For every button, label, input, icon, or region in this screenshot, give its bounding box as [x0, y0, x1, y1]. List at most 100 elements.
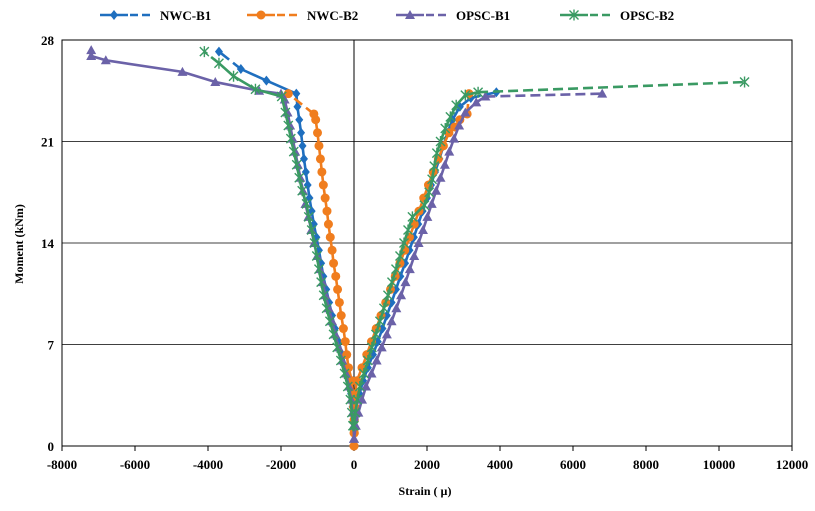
data-point-triangle — [396, 290, 407, 300]
data-point-star — [294, 172, 305, 184]
data-point-star — [301, 198, 312, 210]
data-point-triangle — [100, 55, 111, 65]
data-point-triangle — [386, 316, 397, 326]
data-point-triangle — [177, 66, 188, 76]
data-point-triangle — [449, 133, 460, 143]
y-tick-label: 14 — [41, 236, 55, 251]
data-point-diamond — [262, 75, 271, 86]
legend-label: NWC-B1 — [160, 8, 211, 23]
data-point-triangle — [376, 342, 387, 352]
data-point-star — [318, 289, 329, 301]
x-axis-title: Strain ( µ) — [399, 484, 452, 498]
data-point-star — [285, 133, 296, 145]
x-tick-label: 12000 — [776, 457, 809, 472]
data-point-star — [250, 83, 261, 95]
data-point-star — [316, 276, 327, 288]
series-line-dashed — [478, 80, 745, 94]
data-point-star — [339, 368, 350, 379]
data-point-circle — [349, 441, 359, 451]
data-point-star — [739, 76, 750, 88]
series-line-dashed — [218, 50, 242, 71]
y-tick-label: 28 — [41, 33, 55, 48]
data-point-star — [288, 146, 299, 158]
x-tick-label: 0 — [351, 457, 358, 472]
y-tick-label: 0 — [48, 439, 55, 454]
data-point-triangle — [471, 97, 482, 107]
data-point-triangle — [422, 211, 433, 221]
data-point-triangle — [381, 329, 392, 339]
data-point-circle — [309, 109, 319, 119]
data-point-star — [328, 328, 339, 340]
data-point-circle — [336, 311, 346, 320]
x-tick-label: -6000 — [120, 457, 150, 472]
x-tick-label: 8000 — [633, 457, 659, 472]
data-point-diamond — [387, 297, 396, 308]
axes — [61, 40, 793, 451]
data-point-star — [435, 136, 446, 147]
data-point-circle — [338, 324, 348, 334]
y-axis-title: Moment (kNm) — [12, 204, 26, 284]
data-point-diamond — [214, 46, 223, 57]
grid-lines — [61, 39, 793, 447]
data-point-triangle — [405, 10, 415, 19]
data-point-circle — [283, 89, 293, 99]
legend-label: OPSC-B1 — [456, 8, 510, 23]
legend-item-nwc-b1: NWC-B1 — [100, 8, 211, 23]
y-tick-label: 21 — [41, 135, 54, 150]
series-line-dashed — [485, 92, 603, 98]
data-point-star — [451, 99, 462, 111]
data-point-triangle — [349, 433, 359, 443]
series-line — [352, 90, 479, 426]
data-point-star — [366, 341, 377, 353]
data-point-star — [349, 420, 359, 432]
data-point-star — [407, 211, 418, 223]
data-point-star — [362, 354, 373, 366]
data-point-triangle — [404, 264, 415, 274]
data-point-star — [382, 289, 393, 301]
data-point-star — [427, 173, 438, 185]
data-point-star — [390, 263, 401, 275]
data-point-star — [399, 237, 409, 249]
tick-labels: 0 7 14 21 28 -8000 -6000 -4000 -2000 0 2000 4000 600… — [41, 33, 808, 472]
data-point-star — [321, 302, 332, 314]
data-point-triangle — [86, 50, 97, 60]
data-point-star — [374, 315, 385, 327]
data-point-triangle — [361, 381, 372, 391]
legend-label: OPSC-B2 — [620, 8, 674, 23]
series-group — [86, 45, 750, 451]
data-point-circle — [329, 258, 339, 268]
data-point-diamond — [298, 140, 307, 151]
data-point-star — [394, 250, 405, 262]
data-point-triangle — [86, 45, 97, 55]
data-point-circle — [333, 284, 343, 294]
data-point-triangle — [480, 91, 491, 101]
series-line-dashed — [470, 90, 497, 100]
data-point-triangle — [444, 146, 455, 156]
data-point-circle — [331, 271, 341, 281]
x-tick-label: -4000 — [193, 457, 223, 472]
data-point-triangle — [413, 238, 424, 247]
data-point-star — [303, 211, 314, 223]
data-point-star — [199, 46, 210, 58]
data-point-star — [324, 315, 335, 327]
data-point-circle — [256, 10, 266, 20]
data-point-star — [370, 328, 381, 340]
series-opsc-b2 — [199, 46, 750, 432]
legend-item-nwc-b2: NWC-B2 — [247, 8, 358, 23]
data-point-star — [378, 302, 389, 314]
data-point-star — [440, 122, 451, 134]
series-line — [240, 67, 356, 433]
data-point-star — [283, 120, 294, 132]
data-point-triangle — [366, 368, 377, 378]
data-point-diamond — [307, 206, 316, 217]
legend: NWC-B1 NWC-B2 OPSC-B1 OPSC-B2 — [100, 8, 674, 23]
data-point-triangle — [409, 251, 420, 261]
data-point-circle — [314, 141, 324, 151]
data-point-triangle — [454, 120, 465, 130]
data-point-star — [313, 263, 324, 275]
data-point-circle — [315, 154, 325, 164]
data-point-star — [424, 186, 435, 198]
x-tick-label: -8000 — [47, 457, 77, 472]
data-point-triangle — [431, 185, 442, 195]
